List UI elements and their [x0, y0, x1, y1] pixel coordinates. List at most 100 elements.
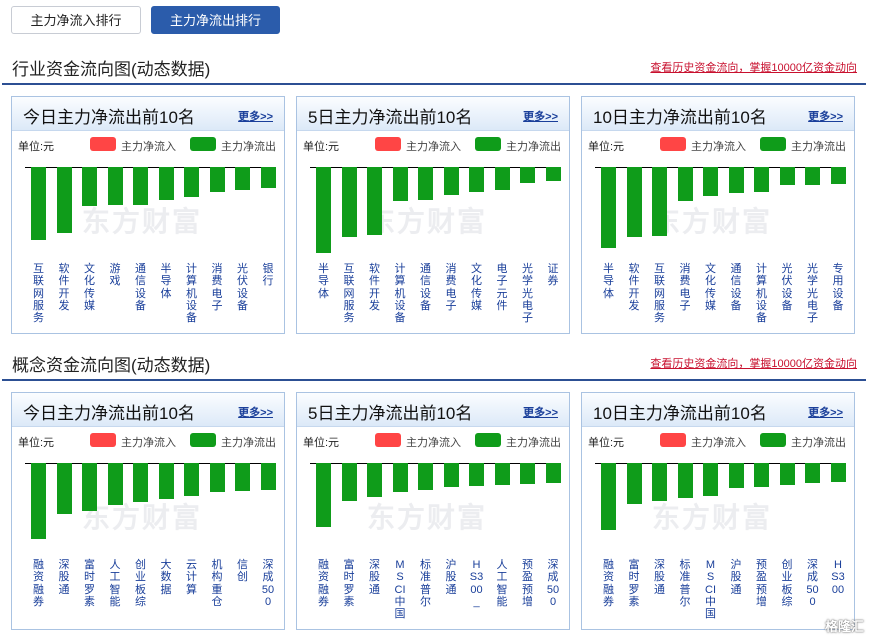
bar[interactable]: [367, 463, 382, 497]
category-label[interactable]: 证券: [547, 263, 559, 288]
category-label[interactable]: 半导体: [603, 263, 614, 300]
bar[interactable]: [133, 167, 148, 205]
bar[interactable]: [494, 167, 510, 190]
bar[interactable]: [754, 167, 769, 192]
category-label[interactable]: 互联网服务: [343, 263, 355, 325]
category-label[interactable]: 专用设备: [832, 263, 844, 312]
bar[interactable]: [260, 167, 276, 188]
category-label[interactable]: 光学光电子: [807, 263, 818, 325]
more-link[interactable]: 更多>>: [808, 407, 843, 419]
bar[interactable]: [184, 167, 199, 197]
bar[interactable]: [652, 167, 667, 236]
bar[interactable]: [367, 167, 382, 235]
category-label[interactable]: 半导体: [318, 263, 329, 300]
bar[interactable]: [469, 167, 484, 192]
category-label[interactable]: 通信设备: [135, 263, 146, 312]
more-link[interactable]: 更多>>: [238, 111, 273, 123]
bar[interactable]: [494, 463, 510, 485]
category-label[interactable]: 富时罗素: [628, 559, 640, 608]
bar[interactable]: [316, 167, 331, 253]
category-label[interactable]: 计算机设备: [756, 263, 767, 325]
category-label[interactable]: 计算机设备: [394, 263, 406, 325]
bar[interactable]: [341, 463, 357, 501]
category-label[interactable]: 深成500: [546, 559, 560, 608]
bar[interactable]: [830, 167, 846, 184]
bar[interactable]: [107, 167, 123, 205]
category-label[interactable]: 标准普尔: [679, 559, 691, 608]
category-label[interactable]: 富时罗素: [343, 559, 355, 608]
bar[interactable]: [677, 463, 693, 498]
category-label[interactable]: 人工智能: [109, 559, 121, 608]
bar[interactable]: [107, 463, 123, 505]
bar[interactable]: [703, 463, 718, 496]
category-label[interactable]: 光伏设备: [237, 263, 248, 312]
category-label[interactable]: 预盈预增: [522, 559, 533, 608]
category-label[interactable]: 消费电子: [679, 263, 691, 312]
category-label[interactable]: MSCI中国: [394, 559, 406, 621]
category-label[interactable]: 深股通: [654, 559, 665, 596]
category-label[interactable]: 通信设备: [730, 263, 742, 312]
category-label[interactable]: 电子元件: [496, 263, 508, 312]
bar[interactable]: [235, 167, 250, 190]
bar[interactable]: [545, 167, 561, 181]
more-link[interactable]: 更多>>: [238, 407, 273, 419]
bar[interactable]: [341, 167, 357, 237]
more-link[interactable]: 更多>>: [523, 407, 558, 419]
bar[interactable]: [601, 463, 616, 530]
category-label[interactable]: 软件开发: [628, 263, 640, 312]
bar[interactable]: [316, 463, 331, 527]
bar[interactable]: [82, 167, 97, 206]
bar[interactable]: [601, 167, 616, 248]
category-label[interactable]: MSCI中国: [705, 559, 716, 621]
category-label[interactable]: 创业板综: [135, 559, 146, 608]
bar[interactable]: [520, 167, 535, 183]
category-label[interactable]: 半导体: [160, 263, 172, 300]
tab-net-outflow-ranking[interactable]: 主力净流出排行: [151, 6, 280, 34]
category-label[interactable]: HS300: [831, 559, 845, 596]
category-label[interactable]: 预盈预增: [756, 559, 767, 608]
category-label[interactable]: 文化传媒: [84, 263, 95, 312]
bar[interactable]: [133, 463, 148, 502]
bar[interactable]: [158, 463, 174, 499]
bar[interactable]: [754, 463, 769, 487]
bar[interactable]: [626, 167, 642, 237]
category-label[interactable]: 光学光电子: [522, 263, 533, 325]
bar[interactable]: [728, 463, 744, 488]
bar[interactable]: [626, 463, 642, 504]
category-label[interactable]: 文化传媒: [705, 263, 716, 312]
category-label[interactable]: 大数据: [160, 559, 172, 596]
bar[interactable]: [235, 463, 250, 491]
bar[interactable]: [82, 463, 97, 511]
bar[interactable]: [805, 463, 820, 483]
bar[interactable]: [779, 463, 795, 485]
bar[interactable]: [418, 167, 433, 200]
bar[interactable]: [469, 463, 484, 486]
industry-history-link[interactable]: 查看历史资金流向，掌握10000亿资金动向: [650, 62, 857, 74]
bar[interactable]: [209, 463, 225, 492]
bar[interactable]: [56, 463, 72, 514]
bar[interactable]: [703, 167, 718, 196]
bar[interactable]: [677, 167, 693, 201]
category-label[interactable]: 深成500: [806, 559, 819, 608]
category-label[interactable]: 融资融券: [318, 559, 329, 608]
category-label[interactable]: 云计算: [186, 559, 197, 596]
bar[interactable]: [418, 463, 433, 490]
bar[interactable]: [56, 167, 72, 233]
category-label[interactable]: 软件开发: [369, 263, 380, 312]
category-label[interactable]: HS300_: [469, 559, 484, 608]
category-label[interactable]: 融资融券: [33, 559, 44, 608]
category-label[interactable]: 富时罗素: [84, 559, 95, 608]
category-label[interactable]: 深股通: [58, 559, 70, 596]
category-label[interactable]: 游戏: [109, 263, 121, 288]
category-label[interactable]: 深成500: [261, 559, 275, 608]
concept-history-link[interactable]: 查看历史资金流向，掌握10000亿资金动向: [650, 358, 857, 370]
bar[interactable]: [31, 167, 46, 240]
category-label[interactable]: 通信设备: [420, 263, 431, 312]
bar[interactable]: [779, 167, 795, 185]
bar[interactable]: [728, 167, 744, 193]
bar[interactable]: [545, 463, 561, 483]
category-label[interactable]: 融资融券: [603, 559, 614, 608]
category-label[interactable]: 深股通: [369, 559, 380, 596]
bar[interactable]: [209, 167, 225, 192]
bar[interactable]: [443, 167, 459, 195]
